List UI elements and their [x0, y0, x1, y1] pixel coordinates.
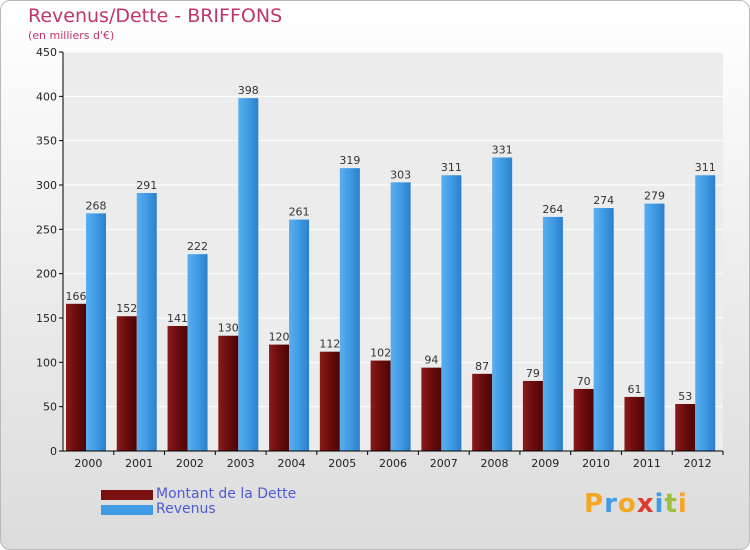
y-tick-label: 150	[36, 312, 57, 325]
bar-dette	[269, 344, 290, 451]
logo-letter: x	[636, 489, 655, 519]
data-label-revenus: 331	[492, 144, 513, 157]
bar-revenus	[390, 182, 411, 451]
logo-letter: o	[617, 489, 637, 519]
data-label-dette: 102	[370, 347, 391, 360]
data-label-revenus: 311	[695, 161, 716, 174]
bar-revenus	[238, 98, 259, 452]
y-tick-label: 100	[36, 356, 57, 369]
data-label-revenus: 279	[644, 190, 665, 203]
data-label-dette: 94	[424, 354, 438, 367]
y-tick-label: 350	[36, 135, 57, 148]
x-tick-label: 2007	[430, 457, 458, 470]
x-tick-label: 2005	[328, 457, 356, 470]
legend-label-revenus: Revenus	[156, 501, 216, 517]
bar-revenus	[492, 157, 513, 451]
x-tick-label: 2010	[582, 457, 610, 470]
data-label-revenus: 398	[238, 84, 259, 97]
bar-dette	[421, 367, 442, 451]
y-tick-label: 300	[36, 179, 57, 192]
chart-subtitle: (en milliers d'€)	[28, 29, 115, 42]
data-label-revenus: 319	[339, 154, 360, 167]
data-label-dette: 166	[66, 290, 87, 303]
data-label-revenus: 291	[136, 179, 157, 192]
data-label-revenus: 222	[187, 240, 208, 253]
data-label-dette: 53	[678, 390, 692, 403]
logo-letter: i	[654, 489, 665, 519]
bar-revenus	[86, 213, 106, 451]
bar-dette	[522, 380, 543, 451]
data-label-revenus: 303	[390, 168, 411, 181]
data-label-dette: 130	[218, 322, 239, 335]
data-label-revenus: 261	[289, 206, 310, 219]
data-label-revenus: 274	[593, 194, 614, 207]
data-label-revenus: 268	[86, 199, 107, 212]
logo-letter: P	[584, 489, 605, 519]
proxiti-logo: Proxiti	[584, 489, 688, 519]
data-label-dette: 112	[319, 338, 340, 351]
bar-dette	[624, 396, 645, 451]
logo-letter: t	[664, 489, 678, 519]
bar-dette	[370, 360, 391, 451]
bar-revenus	[644, 203, 665, 451]
bar-revenus	[339, 168, 360, 452]
bar-revenus	[542, 216, 563, 451]
bar-dette	[472, 373, 493, 451]
x-tick-label: 2004	[277, 457, 305, 470]
y-tick-label: 200	[36, 268, 57, 281]
x-tick-label: 2008	[481, 457, 509, 470]
bar-dette	[66, 303, 86, 451]
bar-dette	[319, 351, 340, 451]
x-tick-label: 2012	[684, 457, 712, 470]
data-label-dette: 87	[475, 360, 489, 373]
bar-revenus	[593, 208, 614, 451]
bar-revenus	[187, 254, 208, 451]
y-tick-label: 0	[50, 445, 57, 458]
legend-swatch-dette	[101, 490, 153, 500]
y-tick-label: 250	[36, 223, 57, 236]
logo-letter: r	[604, 489, 618, 519]
x-tick-label: 2006	[379, 457, 407, 470]
x-tick-label: 2001	[125, 457, 153, 470]
bar-dette	[218, 335, 239, 451]
data-label-dette: 152	[116, 302, 137, 315]
y-tick-label: 50	[43, 401, 57, 414]
data-label-dette: 79	[526, 367, 540, 380]
legend-swatch-revenus	[101, 505, 153, 515]
data-label-revenus: 264	[542, 203, 563, 216]
bar-dette	[116, 316, 137, 451]
data-label-revenus: 311	[441, 161, 462, 174]
x-tick-label: 2011	[633, 457, 661, 470]
bar-dette	[167, 325, 188, 451]
bar-revenus	[441, 175, 462, 451]
x-tick-label: 2003	[227, 457, 255, 470]
legend-label-dette: Montant de la Dette	[156, 486, 297, 502]
data-label-dette: 61	[627, 383, 641, 396]
bar-revenus	[136, 192, 157, 452]
bar-dette	[675, 404, 696, 451]
x-tick-label: 2009	[531, 457, 559, 470]
data-label-dette: 70	[577, 375, 591, 388]
x-tick-label: 2000	[74, 457, 102, 470]
chart-title: Revenus/Dette - BRIFFONS	[28, 5, 283, 27]
logo-letter: i	[677, 489, 688, 519]
bar-revenus	[695, 175, 716, 451]
data-label-dette: 120	[269, 331, 290, 344]
data-label-dette: 141	[167, 312, 188, 325]
y-tick-label: 450	[36, 46, 57, 59]
bar-dette	[573, 388, 594, 451]
bar-revenus	[289, 219, 310, 451]
x-tick-label: 2002	[176, 457, 204, 470]
y-tick-label: 400	[36, 90, 57, 103]
